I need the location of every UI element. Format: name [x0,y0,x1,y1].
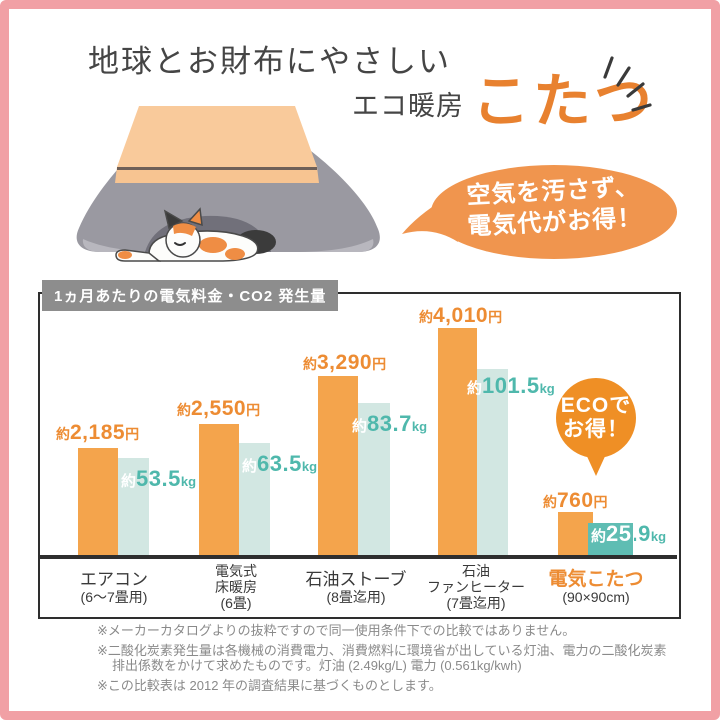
page-title: 地球とお財布にやさしい [88,44,451,79]
value-label-cost-kotatsu: 約760円 [543,489,608,512]
eco-badge-tail [585,452,607,476]
category-kotatsu: 電気こたつ (90×90cm) [548,568,644,605]
sparkle-dashes-icon [603,56,652,112]
category-floorheating: 電気式 床暖房 (6畳) [215,563,257,611]
value-label-co2-floorheating: 約63.5kg [242,451,318,476]
bar-cost-floorheating [199,424,239,556]
value-label-co2-fanheater: 約101.5kg [467,373,555,398]
eco-badge: ECOで お得！ [556,378,636,458]
category-fanheater: 石油 ファンヒーター (7畳迄用) [427,563,525,611]
footnote-2: ※二酸化炭素発生量は各機械の消費電力、消費燃料に環境省が出している灯油、電力の二… [97,643,667,673]
speech-bubble [402,165,677,259]
value-label-co2-aircon: 約53.5kg [121,466,197,491]
value-label-cost-aircon: 約2,185円 [56,421,140,444]
kotatsu-cat-illustration [76,106,380,262]
value-label-co2-oilstove: 約83.7kg [352,411,428,436]
value-label-cost-fanheater: 約4,010円 [419,304,503,327]
value-label-cost-oilstove: 約3,290円 [303,351,387,374]
bar-cost-oilstove [318,376,358,556]
category-aircon: エアコン (6～7畳用) [80,569,148,605]
bar-cost-aircon [78,448,118,556]
category-oilstove: 石油ストーブ (8畳迄用) [305,569,407,605]
footnote-3: ※この比較表は 2012 年の調査結果に基づくものとします。 [97,678,442,693]
bar-co2-kotatsu [588,523,633,556]
bar-cost-fanheater [438,328,477,556]
footnote-1: ※メーカーカタログよりの抜粋ですので同一使用条件下での比較ではありません。 [97,623,576,638]
bar-cost-kotatsu [558,512,593,556]
chart-title-badge: 1ヵ月あたりの電気料金・CO2 発生量 [42,280,339,311]
footnotes: ※メーカーカタログよりの抜粋ですので同一使用条件下での比較ではありません。 ※二… [97,623,669,698]
bubble-text: 空気を汚さず、 電気代がお得！ [431,171,678,246]
value-label-cost-floorheating: 約2,550円 [177,397,261,420]
eco-badge-line-1: ECOで [560,394,632,417]
chart-baseline [40,555,677,559]
value-label-co2-kotatsu: 約25.9kg [591,521,667,546]
eco-badge-line-2: お得！ [563,418,629,441]
subtitle-prefix: エコ暖房 [352,91,464,121]
